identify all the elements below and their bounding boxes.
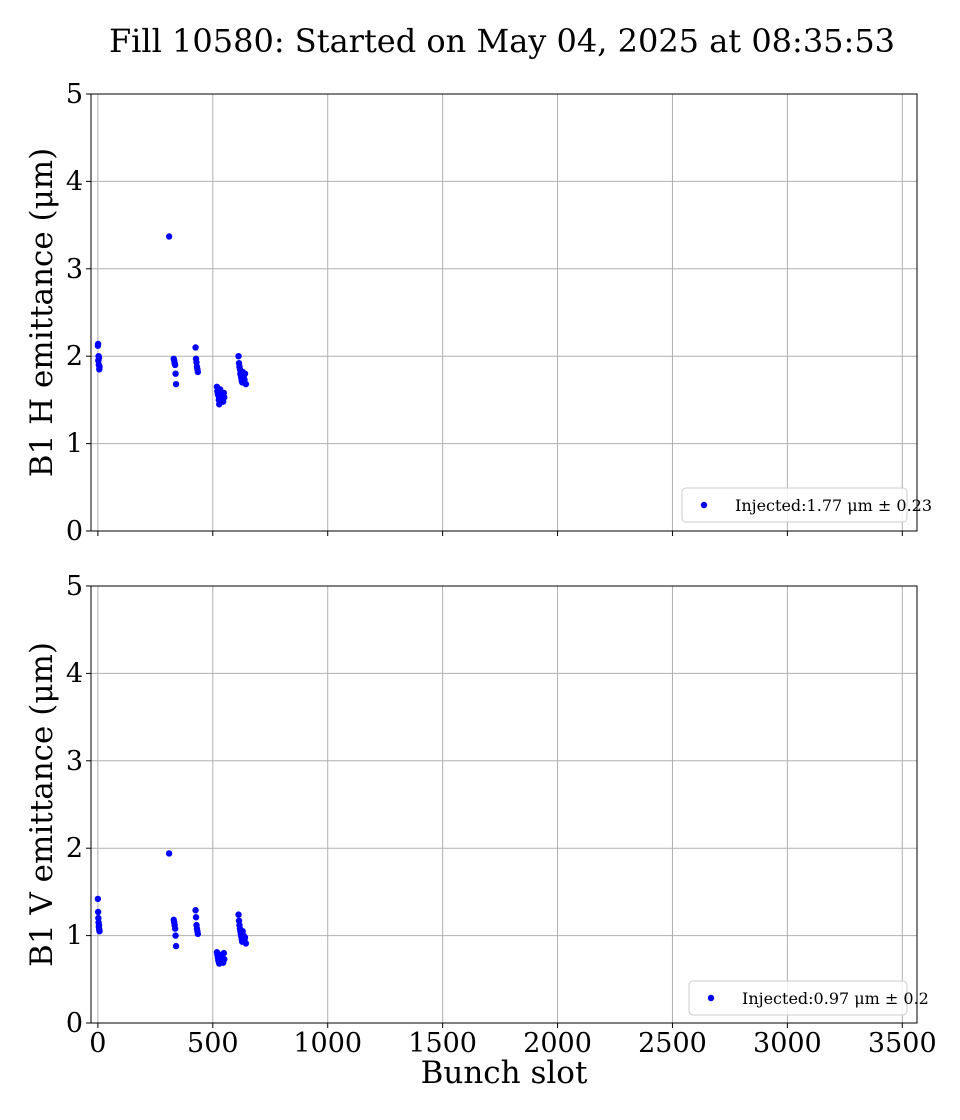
data-point	[171, 925, 179, 932]
data-point	[242, 940, 250, 947]
data-point	[241, 934, 249, 941]
y-axis-label: B1 V emittance (μm)	[24, 642, 60, 967]
data-point	[221, 394, 228, 401]
plot-frame	[90, 585, 918, 1024]
y-tick-label: 5	[66, 571, 83, 602]
data-point	[194, 930, 202, 938]
data-point	[242, 380, 250, 388]
y-tick-label: 4	[66, 658, 83, 689]
data-point	[194, 368, 202, 376]
data-point	[192, 907, 199, 914]
legend: Injected:0.97 μm ± 0.2	[688, 980, 929, 1016]
x-tick-label: 2500	[638, 1028, 707, 1059]
x-tick-label: 0	[89, 1028, 106, 1059]
plot-frame	[90, 93, 918, 532]
legend-label-injected-0-97-m-0-2: Injected:0.97 μm ± 0.2	[742, 989, 929, 1008]
data-point	[94, 340, 102, 348]
data-point	[172, 380, 180, 388]
data-point	[95, 354, 103, 362]
y-tick-label: 3	[66, 254, 83, 285]
y-tick-label: 4	[66, 166, 83, 197]
data-point	[171, 361, 179, 369]
y-tick-label: 5	[66, 79, 83, 110]
data-point	[96, 363, 103, 370]
data-point	[235, 353, 242, 360]
legend-marker	[707, 994, 715, 1002]
data-point	[220, 949, 228, 957]
y-tick-label: 3	[66, 746, 83, 777]
data-point	[94, 895, 102, 903]
legend-box	[688, 980, 908, 1016]
y-tick-label: 0	[66, 516, 83, 547]
x-tick-label: 3000	[753, 1028, 822, 1059]
data-point	[165, 233, 173, 240]
x-tick-label: 1500	[408, 1028, 477, 1059]
y-tick-label: 1	[66, 429, 83, 460]
data-point	[172, 370, 179, 377]
y-tick-label: 1	[66, 921, 83, 952]
y-tick-label: 2	[66, 833, 83, 864]
y-tick-label: 0	[66, 1008, 83, 1039]
legend-box	[681, 487, 908, 523]
data-point	[165, 850, 173, 857]
figure-title: Fill 10580: Started on May 04, 2025 at 0…	[109, 22, 895, 60]
x-tick-label: 2000	[523, 1028, 592, 1059]
y-axis-label: B1 H emittance (μm)	[24, 148, 60, 478]
data-point	[172, 942, 180, 950]
panel-b1-v-emittance: 0 500 1000 1500 2000 2500 3000 3500 0 1 2 3 4 5 B1 V e…	[24, 571, 937, 1091]
x-tick-label: 500	[187, 1028, 239, 1059]
data-point	[235, 911, 242, 918]
data-point	[96, 928, 103, 935]
x-axis-label: Bunch slot	[421, 1055, 588, 1091]
legend-marker	[700, 501, 708, 509]
data-point	[241, 370, 249, 377]
legend-label-injected-1-77-m-0-23: Injected:1.77 μm ± 0.23	[735, 496, 932, 515]
data-point	[221, 955, 228, 963]
x-tick-label: 1000	[293, 1028, 362, 1059]
panel-b1-h-emittance: 0 1 2 3 4 5 B1 H emittance (μm) Injected:1.77 μ…	[24, 79, 932, 547]
data-point	[172, 932, 179, 939]
legend: Injected:1.77 μm ± 0.23	[681, 487, 932, 523]
data-point	[192, 914, 200, 921]
data-point	[192, 344, 199, 351]
x-tick-label: 3500	[868, 1028, 937, 1059]
data-point	[94, 908, 102, 916]
y-tick-label: 2	[66, 341, 83, 372]
